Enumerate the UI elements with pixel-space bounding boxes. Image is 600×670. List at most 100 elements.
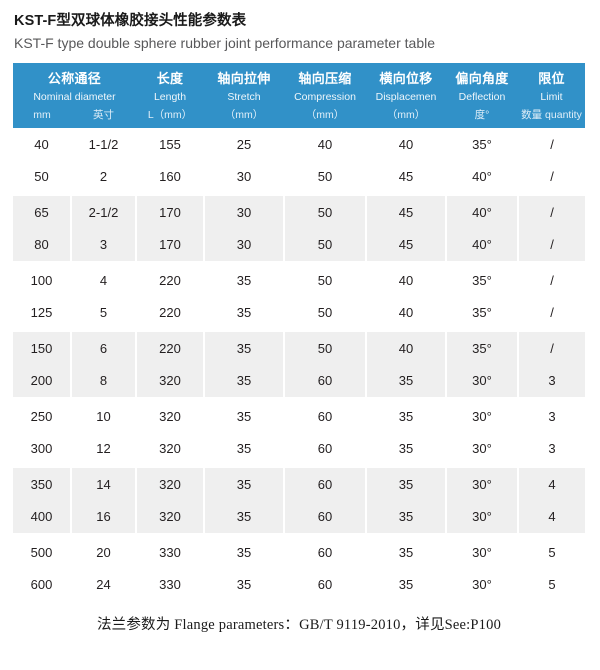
- cell-length: 220: [135, 262, 205, 297]
- cell-deflection: 35°: [445, 128, 519, 161]
- cell-stretch: 35: [203, 329, 285, 365]
- cell-limit: /: [517, 128, 585, 161]
- cell-compression: 60: [283, 500, 367, 536]
- cell-nominal-mm: 200: [13, 364, 72, 400]
- cell-compression: 60: [283, 432, 367, 467]
- cell-displacement: 35: [365, 432, 447, 467]
- cell-nominal-inch: 14: [70, 465, 137, 501]
- cell-limit: 3: [517, 398, 585, 433]
- table-row: 80 3 170 30 50 45 40° /: [13, 228, 585, 264]
- cell-length: 330: [135, 534, 205, 569]
- cell-length: 320: [135, 465, 205, 501]
- header-unit-stretch: （mm）: [224, 108, 264, 121]
- cell-nominal-mm: 40: [13, 128, 72, 161]
- cell-nominal-inch: 24: [70, 568, 137, 601]
- cell-limit: 5: [517, 568, 585, 601]
- cell-deflection: 40°: [445, 160, 519, 195]
- table-row: 40 1-1/2 155 25 40 40 35° /: [13, 128, 585, 161]
- cell-compression: 60: [283, 534, 367, 569]
- cell-stretch: 35: [203, 500, 285, 536]
- cell-nominal-mm: 100: [13, 262, 72, 297]
- table-row: 125 5 220 35 50 40 35° /: [13, 296, 585, 331]
- cell-length: 330: [135, 568, 205, 601]
- column-header-deflection: 偏向角度 Deflection 度°: [446, 63, 518, 128]
- table-header-row: 公称通径 Nominal diameter mm 英寸 长度 Length L（…: [13, 63, 585, 128]
- table-row: 400 16 320 35 60 35 30° 4: [13, 500, 585, 536]
- cell-compression: 50: [283, 193, 367, 229]
- header-cn-limit: 限位: [538, 71, 565, 86]
- cell-displacement: 35: [365, 500, 447, 536]
- cell-nominal-mm: 350: [13, 465, 72, 501]
- cell-deflection: 30°: [445, 432, 519, 467]
- header-cn-length: 长度: [156, 71, 184, 86]
- cell-length: 160: [135, 160, 205, 195]
- page-title-chinese: KST-F型双球体橡胶接头性能参数表: [14, 13, 247, 29]
- cell-length: 170: [135, 228, 205, 264]
- cell-limit: 4: [517, 500, 585, 536]
- cell-stretch: 35: [203, 534, 285, 569]
- header-en-length: Length: [153, 91, 187, 103]
- cell-nominal-mm: 150: [13, 329, 72, 365]
- cell-length: 155: [135, 128, 205, 161]
- cell-compression: 60: [283, 398, 367, 433]
- cell-nominal-inch: 4: [70, 262, 137, 297]
- header-unit-mm: mm: [33, 108, 51, 121]
- cell-limit: /: [517, 329, 585, 365]
- header-unit-limit: 数量 quantity: [521, 108, 582, 121]
- performance-parameter-table: 公称通径 Nominal diameter mm 英寸 长度 Length L（…: [13, 63, 585, 601]
- cell-nominal-inch: 10: [70, 398, 137, 433]
- cell-displacement: 35: [365, 398, 447, 433]
- cell-limit: /: [517, 262, 585, 297]
- cell-displacement: 45: [365, 193, 447, 229]
- cell-displacement: 45: [365, 228, 447, 264]
- cell-deflection: 30°: [445, 364, 519, 400]
- header-unit-deflection: 度°: [474, 108, 490, 121]
- title-block: KST-F型双球体橡胶接头性能参数表 KST-F type double sph…: [0, 0, 600, 54]
- header-unit-nominal-diameter: mm 英寸: [13, 108, 136, 129]
- header-en-deflection: Deflection: [458, 91, 506, 103]
- cell-nominal-mm: 250: [13, 398, 72, 433]
- cell-limit: 3: [517, 432, 585, 467]
- cell-displacement: 35: [365, 465, 447, 501]
- cell-compression: 60: [283, 364, 367, 400]
- cell-stretch: 35: [203, 568, 285, 601]
- cell-displacement: 40: [365, 262, 447, 297]
- column-header-limit: 限位 Limit 数量 quantity: [518, 63, 585, 128]
- cell-nominal-mm: 50: [13, 160, 72, 195]
- cell-length: 320: [135, 500, 205, 536]
- cell-limit: /: [517, 296, 585, 331]
- cell-compression: 50: [283, 262, 367, 297]
- table-container: 公称通径 Nominal diameter mm 英寸 长度 Length L（…: [13, 63, 585, 634]
- cell-limit: /: [517, 193, 585, 229]
- cell-displacement: 40: [365, 296, 447, 331]
- cell-length: 320: [135, 432, 205, 467]
- cell-nominal-mm: 80: [13, 228, 72, 264]
- cell-deflection: 30°: [445, 398, 519, 433]
- table-row: 300 12 320 35 60 35 30° 3: [13, 432, 585, 467]
- cell-length: 320: [135, 364, 205, 400]
- column-header-nominal-diameter: 公称通径 Nominal diameter mm 英寸: [13, 63, 136, 128]
- column-header-compression: 轴向压缩 Compression （mm）: [284, 63, 366, 128]
- header-cn-deflection: 偏向角度: [455, 71, 509, 86]
- column-header-displacement: 横向位移 Displacemen （mm）: [366, 63, 446, 128]
- table-row: 100 4 220 35 50 40 35° /: [13, 262, 585, 297]
- cell-nominal-inch: 3: [70, 228, 137, 264]
- cell-displacement: 40: [365, 128, 447, 161]
- cell-stretch: 30: [203, 228, 285, 264]
- cell-nominal-inch: 12: [70, 432, 137, 467]
- header-cn-nominal-diameter: 公称通径: [47, 71, 102, 86]
- cell-nominal-inch: 16: [70, 500, 137, 536]
- footer-note: 法兰参数为 Flange parameters：GB/T 9119-2010，详…: [96, 617, 502, 633]
- cell-limit: 3: [517, 364, 585, 400]
- cell-length: 220: [135, 296, 205, 331]
- header-cn-displacement: 横向位移: [379, 71, 433, 86]
- cell-compression: 50: [283, 329, 367, 365]
- cell-length: 170: [135, 193, 205, 229]
- cell-displacement: 45: [365, 160, 447, 195]
- cell-deflection: 30°: [445, 500, 519, 536]
- table-row: 250 10 320 35 60 35 30° 3: [13, 398, 585, 433]
- cell-nominal-mm: 600: [13, 568, 72, 601]
- cell-displacement: 40: [365, 329, 447, 365]
- cell-compression: 50: [283, 228, 367, 264]
